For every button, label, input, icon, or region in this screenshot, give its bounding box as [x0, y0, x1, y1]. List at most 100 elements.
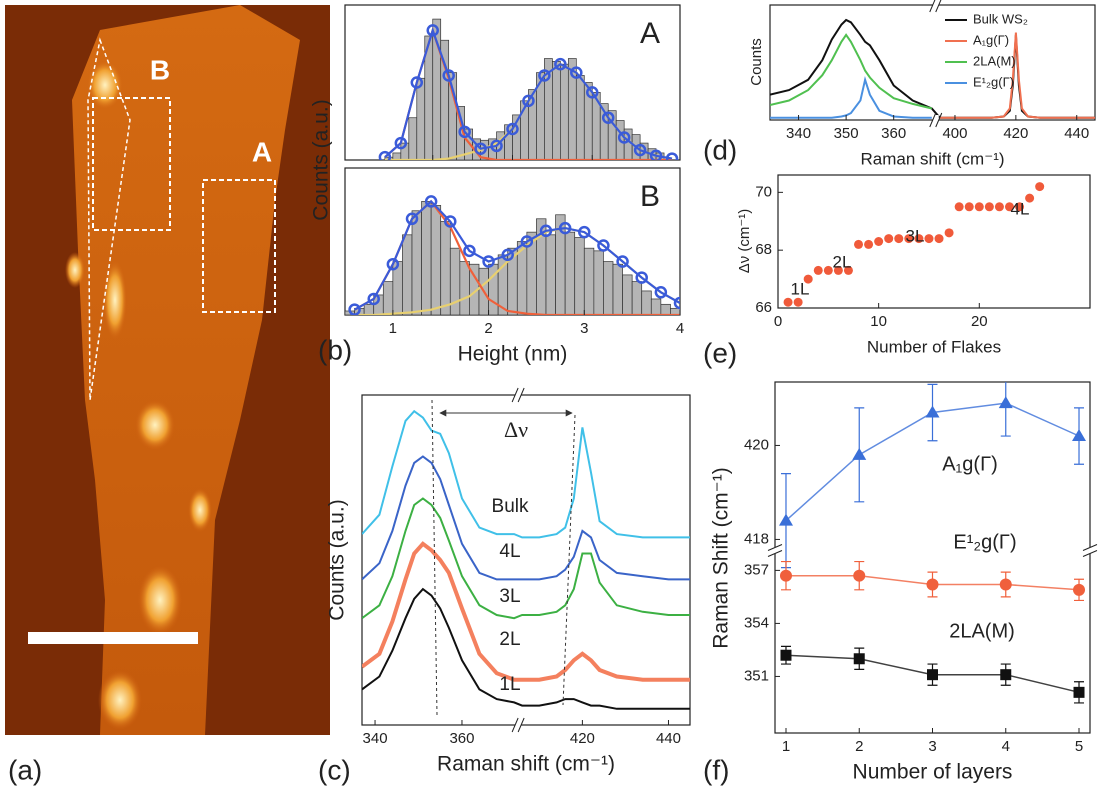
plot-area [345, 195, 680, 315]
fit-marker [570, 66, 583, 79]
histogram-bar [459, 261, 470, 315]
plot-frame [777, 174, 1091, 309]
plot-frame [361, 394, 691, 726]
fit-marker [463, 244, 476, 258]
panel-label: (d) [703, 134, 737, 165]
axis-break-gap [932, 0, 939, 10]
x-tick-label: 20 [971, 313, 988, 330]
marker [998, 396, 1013, 409]
histogram-bar [421, 201, 432, 315]
axis-break [511, 387, 519, 403]
histogram-bar [631, 281, 643, 315]
bright-spot [103, 260, 127, 340]
fit-marker [616, 255, 629, 268]
spectrum-line [362, 587, 690, 710]
fit-marker [558, 221, 572, 235]
histogram-bar [603, 261, 614, 315]
scatter-point [854, 239, 864, 249]
marker [779, 569, 792, 582]
series-label: A₁g(Γ) [942, 453, 998, 475]
x-tick-label: 360 [881, 125, 906, 142]
axis-break-gap [515, 720, 522, 730]
scatter-point [823, 265, 833, 275]
step-label: 2L [833, 252, 852, 271]
curve-label: 1L [499, 674, 520, 695]
y-axis-label: Raman Shift (cm⁻¹) [710, 467, 733, 648]
fit-marker [522, 94, 535, 108]
histogram-bar [622, 274, 633, 315]
fit-marker [482, 255, 495, 268]
x-tick-label: 350 [834, 125, 859, 142]
y-tick-label: 68 [755, 241, 772, 258]
fit-marker [586, 86, 599, 99]
scatter-point [984, 202, 994, 212]
fit-marker [501, 248, 514, 262]
region-label: B [150, 54, 170, 85]
x-tick-label: 340 [363, 730, 388, 747]
fit-marker [474, 142, 487, 155]
scatter-point [1035, 182, 1045, 192]
axis-break-gap [1085, 547, 1095, 554]
x-tick-label: 360 [449, 730, 474, 747]
y-tick-label: 357 [744, 561, 769, 578]
fit-marker [538, 69, 551, 82]
step-label: 1L [791, 279, 810, 298]
y-tick-label: 354 [744, 614, 769, 631]
marker [778, 513, 793, 526]
y-tick-label: 351 [744, 667, 769, 684]
y-axis-label: Counts [748, 38, 765, 86]
fit-marker [444, 215, 457, 228]
marker [1000, 669, 1012, 681]
legend-label: Bulk WS₂ [973, 11, 1028, 26]
fit-marker [424, 195, 438, 208]
histogram-bar [564, 231, 576, 315]
axis-break [929, 0, 936, 13]
x-tick-label: 1 [782, 738, 790, 755]
fit-marker [405, 212, 419, 226]
x-tick-label: 1 [389, 320, 397, 337]
scatter-point [884, 234, 894, 244]
x-tick-label: 3 [928, 738, 936, 755]
panel-label: (c) [318, 754, 351, 785]
fit-marker [539, 224, 553, 238]
axis-break [517, 717, 525, 733]
histogram-bar [641, 290, 652, 315]
spectrum-line [362, 409, 690, 539]
scatter-point [974, 202, 984, 212]
curve-label: Bulk [492, 496, 529, 517]
dashed-outline [87, 37, 131, 401]
axis-break [1082, 544, 1098, 551]
axis-break [517, 387, 525, 403]
spectrum-line [770, 76, 932, 119]
legend-label: 2LA(M) [973, 53, 1016, 68]
scatter-point [1025, 193, 1035, 203]
fit-curve [384, 26, 673, 160]
fit-marker [378, 150, 392, 160]
marker [1073, 583, 1086, 596]
fit-marker [520, 235, 534, 248]
histogram-bar [440, 221, 451, 315]
histogram-bar [612, 263, 623, 315]
scatter-point [934, 234, 944, 244]
bright-spot [87, 60, 123, 110]
histogram-bar [552, 61, 561, 160]
region-label: A [252, 136, 272, 167]
axis-break [1082, 550, 1098, 557]
panel: B 1 2 3 4 Height (nm) Counts (a.u.) (b) [310, 99, 685, 365]
scatter-point [954, 202, 964, 212]
fit-marker [635, 271, 648, 284]
flake [72, 5, 300, 735]
shift-annotation: Δν [504, 417, 528, 442]
histogram-bar [430, 205, 442, 315]
scatter-point [1004, 202, 1014, 212]
spectrum-line [362, 541, 690, 682]
scatter-point [843, 265, 853, 275]
plot-area [378, 18, 679, 160]
x-tick-label: 5 [1075, 738, 1083, 755]
plot-area [783, 182, 1045, 307]
x-tick-label: 440 [1064, 125, 1089, 142]
panel: Bulk WS₂ A₁g(Γ) 2LA(M) E¹₂g(Γ) 340 350 360 400 4… [703, 0, 1096, 168]
histogram-bar [593, 250, 604, 315]
scatter-point [864, 239, 874, 249]
